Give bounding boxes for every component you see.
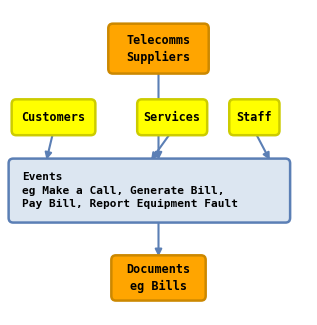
FancyBboxPatch shape (9, 159, 290, 223)
Text: Events
eg Make a Call, Generate Bill,
Pay Bill, Report Equipment Fault: Events eg Make a Call, Generate Bill, Pa… (22, 172, 238, 209)
FancyBboxPatch shape (12, 99, 95, 135)
Text: Documents
eg Bills: Documents eg Bills (126, 263, 191, 293)
FancyBboxPatch shape (111, 255, 206, 301)
FancyBboxPatch shape (137, 99, 207, 135)
Text: Staff: Staff (236, 111, 272, 124)
Text: Telecomms
Suppliers: Telecomms Suppliers (126, 33, 191, 64)
FancyBboxPatch shape (229, 99, 280, 135)
Text: Services: Services (144, 111, 201, 124)
Text: Customers: Customers (22, 111, 86, 124)
FancyBboxPatch shape (108, 24, 209, 73)
